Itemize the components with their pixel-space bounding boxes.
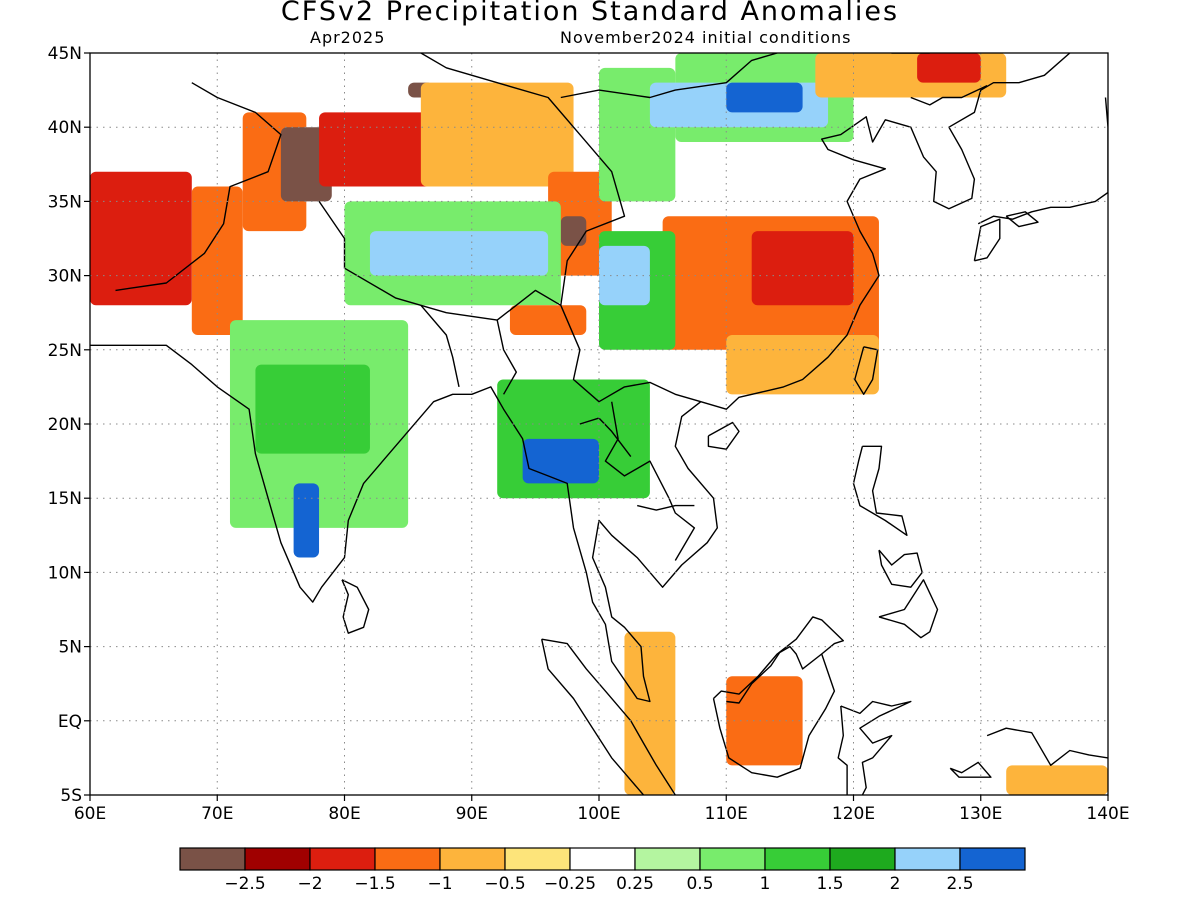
coastlines — [90, 53, 1108, 795]
lon-tick-label: 120E — [832, 804, 875, 824]
lat-tick-label: 20N — [48, 415, 82, 435]
colorbar-label: 1 — [760, 874, 771, 894]
coastline — [707, 421, 740, 450]
anomaly-patch — [726, 334, 879, 395]
coastline — [878, 549, 923, 588]
lat-tick-label: 25N — [48, 341, 82, 361]
colorbar-swatch — [569, 847, 636, 871]
coastline — [541, 639, 645, 795]
anomaly-patch — [509, 305, 587, 335]
colorbar: −2.5 −2 −1.5 −1 −0.5 −0.25 0.25 0.5 1 1.5 2 2.5 — [179, 847, 1026, 894]
lat-tick-label: EQ — [58, 712, 82, 732]
coastline — [1005, 211, 1039, 228]
coastline — [560, 53, 778, 99]
coastline — [341, 579, 370, 634]
lon-tick-label: 110E — [705, 804, 748, 824]
lon-tick-label: 140E — [1086, 804, 1129, 824]
colorbar-swatch — [439, 847, 506, 871]
anomaly-patch — [917, 53, 981, 83]
colorbar-label: 2 — [890, 874, 901, 894]
axis-ticks: 60E 70E 80E 90E 100E 110E 120E 130E 140E 45N 40N 35… — [48, 44, 1130, 824]
coastline — [579, 417, 632, 458]
colorbar-label: 1.5 — [816, 874, 843, 894]
colorbar-label: 0.5 — [686, 874, 713, 894]
anomaly-patch — [726, 676, 803, 766]
colorbar-label: 0.25 — [616, 874, 654, 894]
colorbar-label: 2.5 — [946, 874, 973, 894]
lon-tick-label: 80E — [328, 804, 360, 824]
lon-tick-label: 100E — [577, 804, 620, 824]
coastline — [973, 218, 1001, 262]
coastline — [420, 304, 460, 388]
coastline — [910, 84, 988, 106]
colorbar-label: −0.25 — [544, 874, 596, 894]
colorbar-label: −2.5 — [224, 874, 265, 894]
colorbar-swatch — [634, 847, 701, 871]
coastline — [541, 638, 676, 795]
coastline — [878, 579, 939, 639]
anomaly-patch — [522, 438, 599, 484]
coastline — [977, 97, 1108, 225]
map-title: CFSv2 Precipitation Standard Anomalies — [280, 0, 900, 27]
anomaly-patch — [751, 231, 854, 306]
lat-tick-label: 35N — [48, 192, 82, 212]
lat-tick-label: 40N — [48, 118, 82, 138]
colorbar-label: −2 — [297, 874, 322, 894]
anomaly-patch — [726, 82, 803, 113]
colorbar-label: −1.5 — [354, 874, 395, 894]
coastline — [889, 53, 930, 54]
colorbar-swatch — [699, 847, 766, 871]
coastline — [496, 319, 517, 395]
colorbar-swatch — [959, 847, 1026, 871]
lon-tick-label: 60E — [74, 804, 106, 824]
coastline — [420, 53, 626, 306]
lat-tick-label: 30N — [48, 267, 82, 287]
coastline — [852, 445, 908, 536]
coastline — [604, 401, 696, 561]
anomaly-field — [90, 53, 1108, 795]
colorbar-swatch — [764, 847, 831, 871]
lat-tick-label: 5N — [58, 638, 82, 658]
anomaly-patch — [191, 186, 243, 335]
colorbar-swatch — [504, 847, 571, 871]
lat-tick-label: 45N — [48, 44, 82, 64]
lon-tick-label: 130E — [959, 804, 1002, 824]
gridlines — [90, 53, 1108, 795]
anomaly-patch — [624, 631, 676, 795]
colorbar-swatch — [894, 847, 961, 871]
valid-month-label: Apr2025 — [310, 28, 386, 47]
lat-tick-label: 15N — [48, 489, 82, 509]
coastline — [949, 761, 992, 778]
coastline — [726, 645, 823, 704]
colorbar-swatch — [374, 847, 441, 871]
colorbar-swatch — [244, 847, 311, 871]
coastline — [837, 700, 912, 795]
anomaly-patch — [293, 483, 320, 558]
anomaly-patch — [420, 82, 574, 187]
anomaly-patch — [319, 112, 447, 187]
lat-tick-label: 10N — [48, 563, 82, 583]
colorbar-label: −1 — [427, 874, 452, 894]
colorbar-swatch — [829, 847, 896, 871]
coastline — [115, 82, 282, 292]
colorbar-swatch — [309, 847, 376, 871]
coastline — [854, 346, 879, 395]
coastline — [712, 616, 844, 778]
colorbar-label: −0.5 — [484, 874, 525, 894]
coastline — [90, 53, 1071, 703]
anomaly-patch — [369, 231, 549, 276]
coastline — [637, 504, 695, 511]
anomaly-patch — [90, 171, 192, 306]
initial-conditions-label: November2024 initial conditions — [560, 28, 852, 47]
coastline — [986, 727, 1108, 766]
lon-tick-label: 90E — [456, 804, 488, 824]
colorbar-swatch — [179, 847, 246, 871]
anomaly-patch — [255, 364, 370, 454]
anomaly-patch — [560, 216, 587, 246]
anomaly-patch — [1006, 765, 1108, 795]
lat-tick-label: 5S — [60, 786, 82, 806]
lon-tick-label: 70E — [201, 804, 233, 824]
